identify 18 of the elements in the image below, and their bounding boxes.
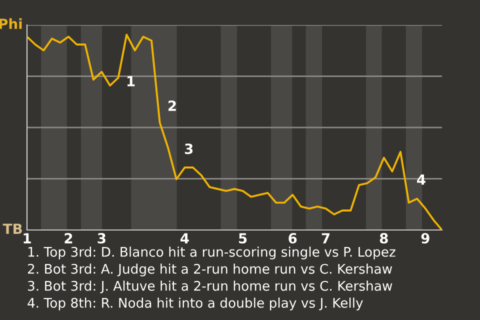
x-tick-label: 1 xyxy=(24,233,31,244)
text: TB xyxy=(2,224,22,234)
x-tick-label: 3 xyxy=(98,233,106,244)
text: 3. Bot 3rd: J. Altuve hit a 2-run home run vs C. Kershaw xyxy=(28,280,392,294)
annotation: 4 xyxy=(417,174,426,185)
x-tick-label: 5 xyxy=(239,233,247,244)
text: 2. Bot 3rd: A. Judge hit a 2-run home run vs C. Kershaw xyxy=(28,264,392,276)
text: 1. Top 3rd: D. Blanco hit a run-scoring single vs P. Lopez xyxy=(28,246,396,260)
x-tick-label: 8 xyxy=(380,233,388,244)
x-tick-label: 6 xyxy=(288,233,297,244)
annotation: 1 xyxy=(127,76,135,86)
x-tick-label: 7 xyxy=(322,233,330,244)
annotation: 3 xyxy=(184,144,193,154)
x-tick-label: 9 xyxy=(421,233,430,244)
x-tick-label: 4 xyxy=(180,233,189,244)
annotation: 2 xyxy=(168,100,176,111)
x-tick-label: 2 xyxy=(64,233,72,244)
text: 4. Top 8th: R. Noda hit into a double play vs J. Kelly xyxy=(28,298,363,310)
